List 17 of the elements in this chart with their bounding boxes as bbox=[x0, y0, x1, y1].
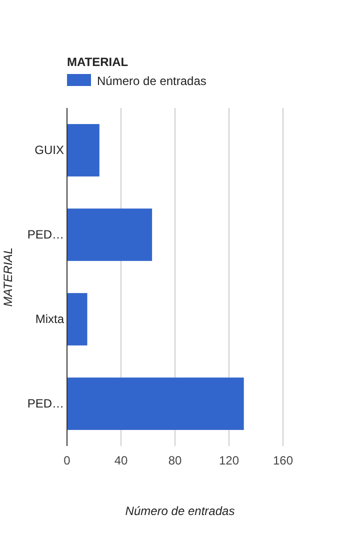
chart-title: MATERIAL bbox=[67, 55, 128, 69]
bar bbox=[67, 208, 152, 261]
x-tick-label: 120 bbox=[218, 454, 240, 468]
y-tick-label: PED… bbox=[27, 228, 64, 242]
x-tick-label: 40 bbox=[114, 454, 128, 468]
y-tick-label: GUIX bbox=[34, 143, 64, 158]
bar bbox=[67, 293, 88, 346]
y-tick-label: Mixta bbox=[35, 312, 64, 326]
bar bbox=[67, 124, 100, 176]
x-tick-label: 80 bbox=[168, 454, 182, 468]
x-tick-label: 160 bbox=[272, 454, 294, 468]
x-tick-label: 0 bbox=[64, 454, 71, 468]
bar bbox=[67, 378, 244, 430]
y-tick-label: PED… bbox=[27, 396, 64, 411]
y-axis-title: MATERIAL bbox=[1, 247, 15, 307]
legend-label: Número de entradas bbox=[97, 74, 206, 88]
x-axis-title: Número de entradas bbox=[125, 504, 235, 518]
